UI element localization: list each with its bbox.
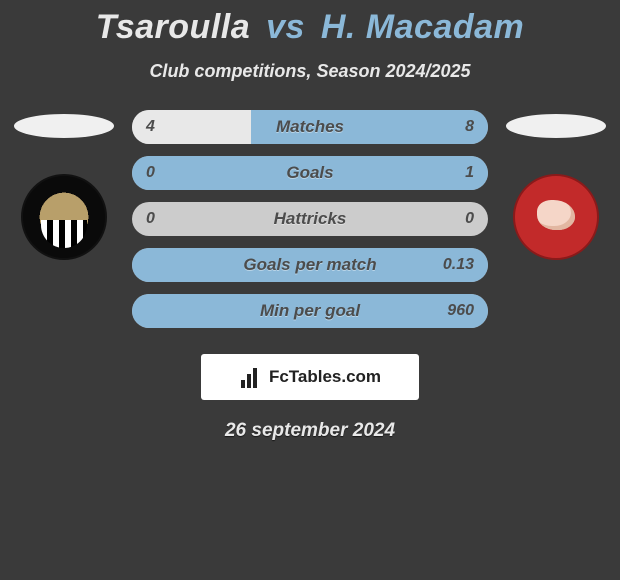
stat-label: Goals per match (132, 248, 488, 282)
left-column (14, 110, 114, 260)
stat-row: Min per goal960 (132, 294, 488, 328)
stat-row: 4Matches8 (132, 110, 488, 144)
date-line: 26 september 2024 (0, 420, 620, 442)
stat-value-right: 960 (447, 294, 474, 328)
comparison-body: 4Matches80Goals10Hattricks0Goals per mat… (0, 110, 620, 340)
stat-row: 0Goals1 (132, 156, 488, 190)
right-club-badge (513, 174, 599, 260)
subtitle: Club competitions, Season 2024/2025 (0, 61, 620, 82)
stat-row: 0Hattricks0 (132, 202, 488, 236)
stat-label: Matches (132, 110, 488, 144)
branding-box[interactable]: FcTables.com (201, 354, 419, 400)
stat-row: Goals per match0.13 (132, 248, 488, 282)
left-flag-chip (14, 114, 114, 138)
stat-label: Min per goal (132, 294, 488, 328)
stat-label: Goals (132, 156, 488, 190)
player1-name: Tsaroulla (96, 8, 250, 46)
branding-text: FcTables.com (269, 367, 381, 387)
stat-value-right: 1 (465, 156, 474, 190)
comparison-card: Tsaroulla vs H. Macadam Club competition… (0, 0, 620, 580)
page-title: Tsaroulla vs H. Macadam (0, 8, 620, 47)
stat-label: Hattricks (132, 202, 488, 236)
left-club-badge (21, 174, 107, 260)
stat-value-right: 0.13 (443, 248, 474, 282)
bar-chart-icon (239, 366, 263, 388)
right-flag-chip (506, 114, 606, 138)
player2-name: H. Macadam (321, 8, 524, 46)
vs-label: vs (266, 8, 305, 46)
stat-value-right: 0 (465, 202, 474, 236)
right-column (506, 110, 606, 260)
stats-column: 4Matches80Goals10Hattricks0Goals per mat… (132, 110, 488, 340)
stat-value-right: 8 (465, 110, 474, 144)
